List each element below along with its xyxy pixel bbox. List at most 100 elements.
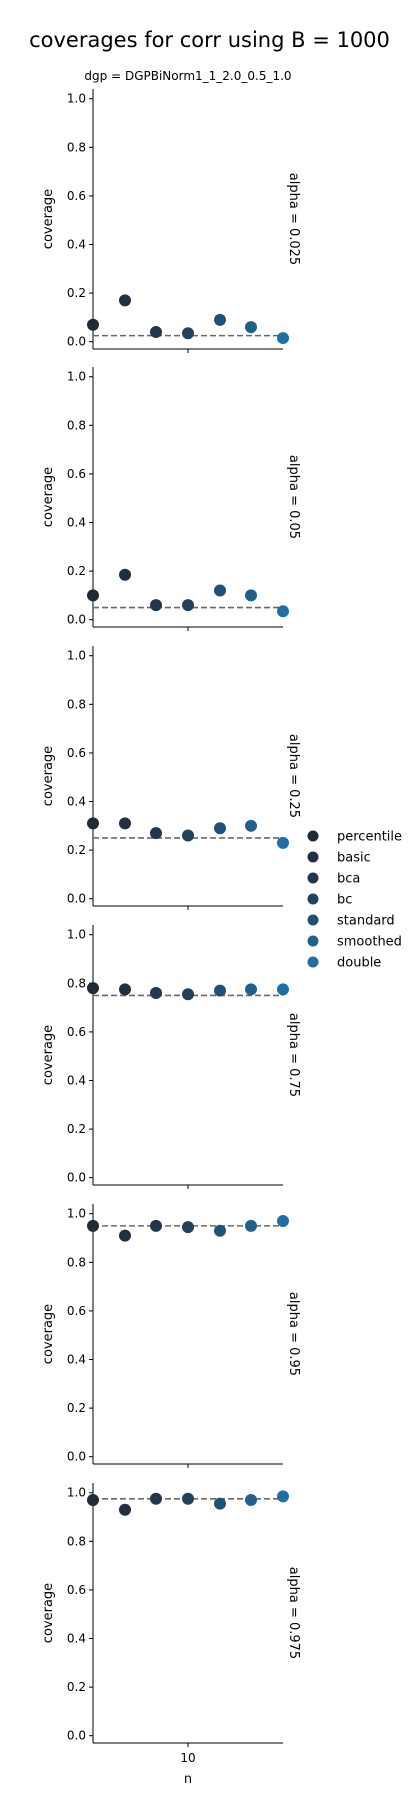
y-tick-label: 0.2 <box>67 1680 86 1694</box>
point-basic <box>119 983 131 996</box>
y-tick-label: 0.0 <box>67 1729 86 1743</box>
y-axis-label: coverage <box>41 467 56 527</box>
legend-marker-smoothed <box>307 935 319 947</box>
point-double <box>277 605 289 618</box>
y-tick-label: 0.0 <box>67 1450 86 1464</box>
point-standard <box>214 822 226 835</box>
y-tick-label: 0.6 <box>67 746 86 760</box>
point-smoothed <box>245 589 257 602</box>
point-smoothed <box>245 983 257 996</box>
legend-marker-percentile <box>307 830 319 842</box>
point-bc <box>182 829 194 842</box>
point-standard <box>214 313 226 326</box>
point-bca <box>150 1492 162 1505</box>
legend-marker-bc <box>307 893 319 905</box>
point-bca <box>150 325 162 338</box>
point-percentile <box>87 982 99 995</box>
row-label: alpha = 0.975 <box>286 1567 301 1659</box>
y-axis-label: coverage <box>41 1583 56 1643</box>
y-tick-label: 1.0 <box>67 649 86 663</box>
y-tick-label: 1.0 <box>67 928 86 942</box>
point-standard <box>214 584 226 597</box>
y-tick-label: 0.6 <box>67 467 86 481</box>
y-axis-label: coverage <box>41 189 56 249</box>
y-tick-label: 1.0 <box>67 92 86 106</box>
row-label: alpha = 0.95 <box>286 1292 301 1376</box>
point-bc <box>182 599 194 612</box>
legend-marker-bca <box>307 872 319 884</box>
y-tick-label: 0.0 <box>67 892 86 906</box>
y-tick-label: 0.4 <box>67 238 86 252</box>
y-tick-label: 0.0 <box>67 613 86 627</box>
point-percentile <box>87 817 99 830</box>
legend-marker-standard <box>307 914 319 926</box>
x-axis-label: n <box>184 1772 192 1787</box>
point-smoothed <box>245 1494 257 1507</box>
point-percentile <box>87 318 99 331</box>
point-percentile <box>87 1219 99 1232</box>
y-tick-label: 0.2 <box>67 564 86 578</box>
y-tick-label: 0.2 <box>67 1122 86 1136</box>
point-bca <box>150 599 162 612</box>
point-double <box>277 1215 289 1228</box>
point-smoothed <box>245 1219 257 1232</box>
y-axis-label: coverage <box>41 746 56 806</box>
y-tick-label: 0.8 <box>67 418 86 432</box>
y-tick-label: 0.8 <box>67 1534 86 1548</box>
legend-label-smoothed: smoothed <box>337 935 402 950</box>
y-tick-label: 0.2 <box>67 286 86 300</box>
x-tick-label: 10 <box>180 1751 195 1765</box>
legend: percentile basic bca bc standard smoothed doub… <box>307 830 402 971</box>
row-label: alpha = 0.025 <box>286 173 301 265</box>
point-bca <box>150 827 162 840</box>
y-tick-label: 0.0 <box>67 1171 86 1185</box>
legend-label-double: double <box>337 956 381 971</box>
panel-4: 0.0 0.2 0.4 0.6 0.8 1.0 coverage alpha = 0.75 <box>41 925 301 1189</box>
chart-subtitle: dgp = DGPBiNorm1_1_2.0_0.5_1.0 <box>84 69 292 83</box>
panel-6: 0.0 0.2 0.4 0.6 0.8 1.0 10 n coverage alpha = 0.9… <box>41 1483 301 1787</box>
legend-label-standard: standard <box>337 914 395 929</box>
point-double <box>277 332 289 345</box>
panel-5: 0.0 0.2 0.4 0.6 0.8 1.0 coverage alpha = 0.95 <box>41 1204 301 1468</box>
y-tick-label: 0.6 <box>67 1304 86 1318</box>
row-label: alpha = 0.75 <box>286 1013 301 1097</box>
y-tick-label: 1.0 <box>67 1486 86 1500</box>
point-standard <box>214 1497 226 1510</box>
point-bc <box>182 988 194 1001</box>
y-tick-label: 0.2 <box>67 1401 86 1415</box>
y-tick-label: 0.8 <box>67 140 86 154</box>
y-tick-label: 0.4 <box>67 795 86 809</box>
point-standard <box>214 1224 226 1237</box>
y-tick-label: 0.4 <box>67 1632 86 1646</box>
legend-label-bca: bca <box>337 872 360 887</box>
point-smoothed <box>245 819 257 832</box>
y-tick-label: 0.6 <box>67 1583 86 1597</box>
y-tick-label: 1.0 <box>67 370 86 384</box>
y-tick-label: 0.8 <box>67 697 86 711</box>
y-tick-label: 0.4 <box>67 1074 86 1088</box>
row-label: alpha = 0.25 <box>286 734 301 818</box>
legend-label-basic: basic <box>337 851 371 866</box>
y-tick-label: 0.2 <box>67 843 86 857</box>
y-tick-label: 0.0 <box>67 335 86 349</box>
legend-marker-basic <box>307 851 319 863</box>
y-axis-label: coverage <box>41 1304 56 1364</box>
point-double <box>277 983 289 996</box>
point-bc <box>182 1221 194 1234</box>
point-percentile <box>87 589 99 602</box>
point-standard <box>214 984 226 997</box>
point-basic <box>119 1503 131 1516</box>
point-basic <box>119 817 131 830</box>
y-tick-label: 0.4 <box>67 1353 86 1367</box>
y-tick-label: 0.8 <box>67 976 86 990</box>
point-double <box>277 836 289 849</box>
panel-3: 0.0 0.2 0.4 0.6 0.8 1.0 coverage alpha = 0.25 <box>41 646 301 910</box>
y-tick-label: 0.6 <box>67 189 86 203</box>
point-bca <box>150 987 162 1000</box>
point-smoothed <box>245 321 257 334</box>
y-tick-label: 0.8 <box>67 1255 86 1269</box>
point-basic <box>119 294 131 307</box>
row-label: alpha = 0.05 <box>286 455 301 539</box>
point-bc <box>182 1492 194 1505</box>
